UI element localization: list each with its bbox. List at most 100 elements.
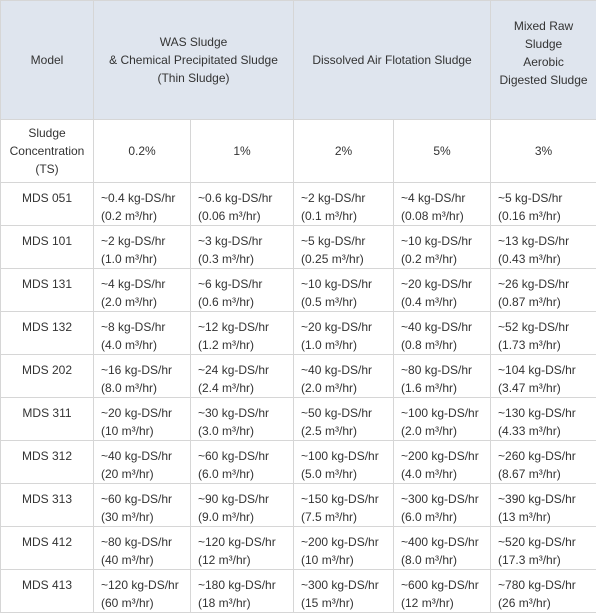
capacity-cell: ~4 kg-DS/hr(0.08 m³/hr): [394, 183, 491, 226]
capacity-cell: ~260 kg-DS/hr(8.67 m³/hr): [491, 441, 596, 484]
capacity-rate: ~8 kg-DS/hr: [101, 318, 183, 336]
capacity-rate: ~260 kg-DS/hr: [498, 447, 589, 465]
capacity-rate: ~3 kg-DS/hr: [198, 232, 286, 250]
capacity-cell: ~4 kg-DS/hr(2.0 m³/hr): [94, 269, 191, 312]
capacity-rate: ~4 kg-DS/hr: [401, 189, 483, 207]
capacity-flow: (0.3 m³/hr): [198, 250, 286, 268]
capacity-cell: ~780 kg-DS/hr(26 m³/hr): [491, 570, 596, 613]
table-row: MDS 312~40 kg-DS/hr(20 m³/hr)~60 kg-DS/h…: [1, 441, 596, 484]
capacity-cell: ~80 kg-DS/hr(40 m³/hr): [94, 527, 191, 570]
capacity-flow: (12 m³/hr): [198, 551, 286, 569]
capacity-rate: ~80 kg-DS/hr: [401, 361, 483, 379]
capacity-flow: (2.0 m³/hr): [301, 379, 386, 397]
capacity-cell: ~0.6 kg-DS/hr(0.06 m³/hr): [191, 183, 294, 226]
capacity-cell: ~50 kg-DS/hr(2.5 m³/hr): [294, 398, 394, 441]
capacity-cell: ~100 kg-DS/hr(5.0 m³/hr): [294, 441, 394, 484]
capacity-rate: ~4 kg-DS/hr: [101, 275, 183, 293]
capacity-cell: ~300 kg-DS/hr(6.0 m³/hr): [394, 484, 491, 527]
capacity-rate: ~100 kg-DS/hr: [401, 404, 483, 422]
concentration-value: 3%: [491, 120, 596, 183]
header-row: Model WAS Sludge & Chemical Precipitated…: [1, 1, 596, 120]
capacity-flow: (12 m³/hr): [401, 594, 483, 612]
capacity-flow: (7.5 m³/hr): [301, 508, 386, 526]
capacity-flow: (0.2 m³/hr): [101, 207, 183, 225]
capacity-flow: (9.0 m³/hr): [198, 508, 286, 526]
capacity-rate: ~120 kg-DS/hr: [198, 533, 286, 551]
table-row: MDS 101~2 kg-DS/hr(1.0 m³/hr)~3 kg-DS/hr…: [1, 226, 596, 269]
capacity-cell: ~390 kg-DS/hr(13 m³/hr): [491, 484, 596, 527]
capacity-rate: ~60 kg-DS/hr: [198, 447, 286, 465]
capacity-rate: ~0.6 kg-DS/hr: [198, 189, 286, 207]
capacity-rate: ~52 kg-DS/hr: [498, 318, 589, 336]
capacity-cell: ~120 kg-DS/hr(12 m³/hr): [191, 527, 294, 570]
capacity-cell: ~2 kg-DS/hr(0.1 m³/hr): [294, 183, 394, 226]
capacity-flow: (0.1 m³/hr): [301, 207, 386, 225]
capacity-rate: ~2 kg-DS/hr: [101, 232, 183, 250]
table-row: MDS 413 ~120 kg-DS/hr(60 m³/hr) ~180 kg-DS…: [1, 570, 596, 613]
capacity-rate: ~300 kg-DS/hr: [401, 490, 483, 508]
capacity-cell: ~8 kg-DS/hr(4.0 m³/hr): [94, 312, 191, 355]
model-cell: MDS 312: [1, 441, 94, 484]
capacity-flow: (4.33 m³/hr): [498, 422, 589, 440]
capacity-flow: (1.0 m³/hr): [101, 250, 183, 268]
capacity-rate: ~390 kg-DS/hr: [498, 490, 589, 508]
capacity-flow: (0.25 m³/hr): [301, 250, 386, 268]
capacity-cell: ~52 kg-DS/hr(1.73 m³/hr): [491, 312, 596, 355]
capacity-cell: ~130 kg-DS/hr(4.33 m³/hr): [491, 398, 596, 441]
capacity-rate: ~30 kg-DS/hr: [198, 404, 286, 422]
capacity-cell: ~80 kg-DS/hr(1.6 m³/hr): [394, 355, 491, 398]
capacity-flow: (6.0 m³/hr): [401, 508, 483, 526]
capacity-flow: (8.0 m³/hr): [101, 379, 183, 397]
capacity-cell: ~600 kg-DS/hr(12 m³/hr): [394, 570, 491, 613]
capacity-cell: ~20 kg-DS/hr(0.4 m³/hr): [394, 269, 491, 312]
capacity-cell: ~40 kg-DS/hr(2.0 m³/hr): [294, 355, 394, 398]
capacity-rate: ~200 kg-DS/hr: [301, 533, 386, 551]
table-row: MDS 202~16 kg-DS/hr(8.0 m³/hr)~24 kg-DS/…: [1, 355, 596, 398]
header-mixed-raw-sludge: Mixed Raw Sludge Aerobic Digested Sludge…: [491, 1, 596, 120]
capacity-flow: (1.0 m³/hr): [301, 336, 386, 354]
capacity-cell: ~2 kg-DS/hr(1.0 m³/hr): [94, 226, 191, 269]
model-cell: MDS 132: [1, 312, 94, 355]
capacity-rate: ~16 kg-DS/hr: [101, 361, 183, 379]
concentration-label: Sludge Concentration (TS): [1, 120, 94, 183]
capacity-rate: ~40 kg-DS/hr: [301, 361, 386, 379]
table-row: MDS 051~0.4 kg-DS/hr(0.2 m³/hr)~0.6 kg-D…: [1, 183, 596, 226]
capacity-cell: ~0.4 kg-DS/hr(0.2 m³/hr): [94, 183, 191, 226]
model-cell: MDS 413: [1, 570, 94, 613]
concentration-value: 5%: [394, 120, 491, 183]
model-cell: MDS 051: [1, 183, 94, 226]
capacity-flow: (0.8 m³/hr): [401, 336, 483, 354]
capacity-cell: ~150 kg-DS/hr(7.5 m³/hr): [294, 484, 394, 527]
capacity-flow: (20 m³/hr): [101, 465, 183, 483]
concentration-value: 2%: [294, 120, 394, 183]
capacity-cell: ~20 kg-DS/hr(10 m³/hr): [94, 398, 191, 441]
capacity-rate: ~60 kg-DS/hr: [101, 490, 183, 508]
capacity-rate: ~13 kg-DS/hr: [498, 232, 589, 250]
capacity-flow: (0.43 m³/hr): [498, 250, 589, 268]
capacity-rate: ~400 kg-DS/hr: [401, 533, 483, 551]
capacity-flow: (3.0 m³/hr): [198, 422, 286, 440]
capacity-cell: ~5 kg-DS/hr(0.16 m³/hr): [491, 183, 596, 226]
capacity-cell: ~3 kg-DS/hr(0.3 m³/hr): [191, 226, 294, 269]
capacity-rate: ~5 kg-DS/hr: [498, 189, 589, 207]
capacity-rate: ~26 kg-DS/hr: [498, 275, 589, 293]
capacity-flow: (0.2 m³/hr): [401, 250, 483, 268]
capacity-cell: ~104 kg-DS/hr(3.47 m³/hr): [491, 355, 596, 398]
capacity-flow: (60 m³/hr): [101, 594, 183, 612]
capacity-rate: ~120 kg-DS/hr: [101, 576, 183, 594]
capacity-flow: (0.4 m³/hr): [401, 293, 483, 311]
capacity-rate: ~520 kg-DS/hr: [498, 533, 589, 551]
capacity-rate: ~0.4 kg-DS/hr: [101, 189, 183, 207]
capacity-rate: ~200 kg-DS/hr: [401, 447, 483, 465]
capacity-cell: ~180 kg-DS/hr(18 m³/hr): [191, 570, 294, 613]
capacity-flow: (18 m³/hr): [198, 594, 286, 612]
header-was-sludge: WAS Sludge & Chemical Precipitated Sludg…: [94, 1, 294, 120]
capacity-cell: ~12 kg-DS/hr(1.2 m³/hr): [191, 312, 294, 355]
capacity-flow: (4.0 m³/hr): [401, 465, 483, 483]
table-row: MDS 412~80 kg-DS/hr(40 m³/hr)~120 kg-DS/…: [1, 527, 596, 570]
capacity-flow: (2.4 m³/hr): [198, 379, 286, 397]
capacity-rate: ~20 kg-DS/hr: [401, 275, 483, 293]
capacity-flow: (8.67 m³/hr): [498, 465, 589, 483]
capacity-cell: ~520 kg-DS/hr(17.3 m³/hr): [491, 527, 596, 570]
capacity-flow: (2.0 m³/hr): [401, 422, 483, 440]
